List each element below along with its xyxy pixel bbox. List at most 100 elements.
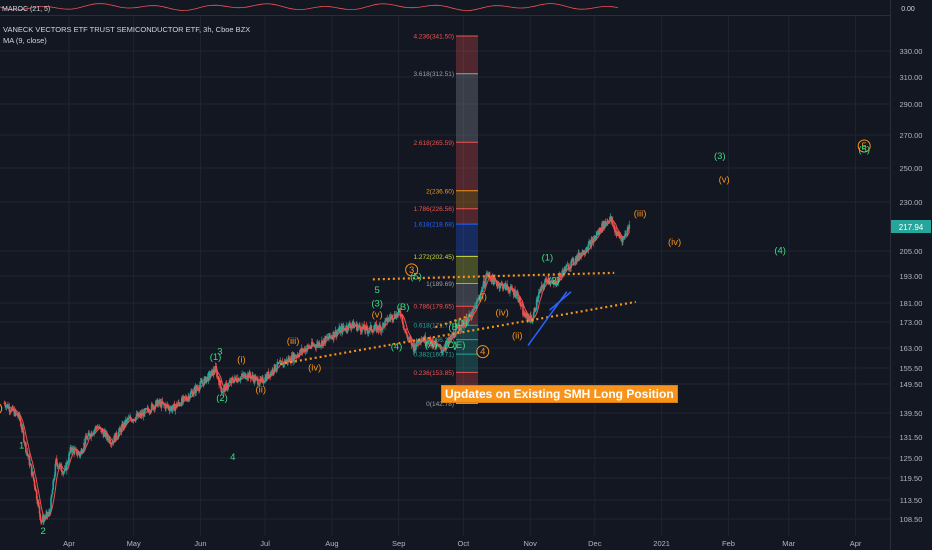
candle-body xyxy=(87,432,90,436)
candle-body xyxy=(306,345,309,349)
wave-label: (iv) xyxy=(668,237,681,248)
candle-body xyxy=(249,372,251,377)
upper-trendline[interactable] xyxy=(372,271,615,281)
triangle-trendline[interactable] xyxy=(434,313,473,329)
candle-body xyxy=(572,258,575,264)
chart-title: VANECK VECTORS ETF TRUST SEMICONDUCTOR E… xyxy=(3,25,250,34)
candle-body xyxy=(36,498,39,504)
candle-body xyxy=(608,221,610,223)
candle-body xyxy=(242,374,244,376)
last-price-badge-bg xyxy=(891,220,931,233)
candle-body xyxy=(517,292,519,300)
candle-body xyxy=(472,308,475,312)
candle-body xyxy=(185,397,187,400)
candle-body xyxy=(559,272,562,276)
candle-body xyxy=(43,518,45,523)
candle-body xyxy=(402,321,404,325)
candle-body xyxy=(560,273,563,277)
candle-body xyxy=(464,321,467,326)
candle-body xyxy=(118,428,121,433)
candle-body xyxy=(33,480,36,486)
candle-body xyxy=(319,345,322,347)
candle-body xyxy=(456,326,458,328)
candle-body xyxy=(183,396,186,398)
candle-body xyxy=(607,220,610,222)
x-axis-ticks: Apr May Jun Jul Aug Sep Oct Nov Dec 2021 Feb Mar Apr xyxy=(63,539,862,548)
candle-body xyxy=(476,300,478,303)
candle-body xyxy=(458,328,460,331)
candle-body xyxy=(398,309,401,312)
candle-body xyxy=(336,331,339,333)
candle-body xyxy=(117,432,120,437)
candle-body xyxy=(196,386,198,389)
candle-body xyxy=(82,449,85,452)
candle-body xyxy=(359,327,362,332)
candle-body xyxy=(68,453,70,462)
candle-body xyxy=(259,378,261,384)
candle-body xyxy=(429,337,432,340)
lower-trendline[interactable] xyxy=(280,300,636,366)
candle-body xyxy=(267,371,270,378)
candle-body xyxy=(109,442,111,443)
candle-body xyxy=(620,237,623,239)
candle-body xyxy=(483,281,485,287)
candle-body xyxy=(515,296,517,298)
candle-body xyxy=(523,312,526,317)
trendlines[interactable] xyxy=(280,271,636,366)
wave-label: (2) xyxy=(216,393,228,404)
candle-body xyxy=(168,406,170,409)
candle-body xyxy=(553,281,556,285)
grid xyxy=(0,16,890,536)
candle-body xyxy=(445,344,447,349)
candle-body xyxy=(405,331,408,335)
candle-body xyxy=(297,354,299,356)
candle-body xyxy=(609,217,611,222)
wave-circle xyxy=(857,139,871,153)
indicator-label: MAROC (21, 5) xyxy=(2,6,50,13)
candle-body xyxy=(38,502,40,507)
candle-body xyxy=(20,421,22,427)
candle-body xyxy=(614,226,616,233)
candle-body xyxy=(590,239,593,248)
candle-body xyxy=(93,430,95,434)
candle-body xyxy=(95,426,98,428)
candle-body xyxy=(71,447,74,452)
candle-body xyxy=(280,360,282,362)
update-banner[interactable]: Updates on Existing SMH Long Position xyxy=(441,385,678,403)
price-axis[interactable] xyxy=(890,0,932,550)
fib-level-label: 0.786(179.65) xyxy=(414,304,454,311)
candle-body xyxy=(257,378,259,385)
candle-body xyxy=(371,330,373,332)
wave-label: (iv) xyxy=(308,363,321,374)
candle-body xyxy=(493,277,496,285)
x-tick-label: Apr xyxy=(850,539,862,548)
candle-body xyxy=(356,327,359,331)
candle-body xyxy=(45,514,47,518)
candle-body xyxy=(373,328,376,330)
candle-body xyxy=(604,221,606,228)
candle-body xyxy=(246,377,248,379)
candle-body xyxy=(587,243,590,251)
candle-body xyxy=(391,315,394,320)
candle-body xyxy=(262,382,265,384)
candle-body xyxy=(22,432,25,442)
candle-body xyxy=(278,362,281,364)
candle-body xyxy=(480,290,483,295)
candle-body xyxy=(415,346,417,350)
candle-body xyxy=(624,234,626,237)
candle-body xyxy=(63,471,65,473)
candle-body xyxy=(69,447,72,453)
candle-body xyxy=(502,284,504,290)
x-tick-label: Feb xyxy=(722,539,735,548)
fib-level-label: 0.382(160.71) xyxy=(414,352,454,359)
candle-body xyxy=(125,419,128,424)
candle-body xyxy=(18,413,21,418)
candle-body xyxy=(129,417,132,420)
candle-body xyxy=(473,308,475,310)
candle-body xyxy=(370,325,373,331)
candle-body xyxy=(7,404,9,409)
candle-body xyxy=(201,381,203,384)
candle-body xyxy=(28,456,31,466)
blue-channel-line[interactable] xyxy=(549,291,572,311)
